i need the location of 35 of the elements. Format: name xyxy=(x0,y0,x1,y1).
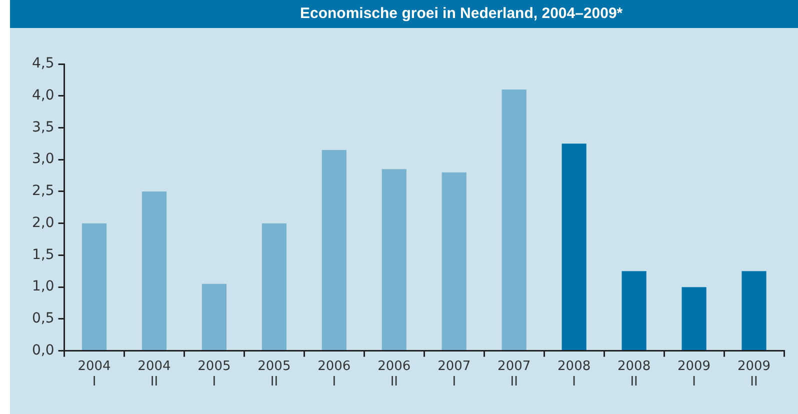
y-tick-label: 0,0 xyxy=(32,342,54,358)
y-tick-label: 3,0 xyxy=(32,151,54,168)
bar xyxy=(262,223,286,350)
x-tick-label: 2004 I xyxy=(78,358,111,390)
y-tick-label: 2,5 xyxy=(32,183,54,200)
bar xyxy=(142,191,167,350)
x-tick-label: 2004 II xyxy=(138,358,171,390)
y-tick-label: 1,5 xyxy=(32,246,54,263)
bar xyxy=(742,271,766,350)
bar xyxy=(562,144,586,350)
x-tick-label: 2005 II xyxy=(258,358,291,390)
y-tick-label: 4,5 xyxy=(32,56,54,72)
x-tick-label: 2008 I xyxy=(558,358,591,390)
x-tick-label: 2007 II xyxy=(498,358,531,390)
x-tick-label: 2007 I xyxy=(438,358,471,390)
x-tick-label: 2009 II xyxy=(737,358,771,390)
x-tick-label: 2006 I xyxy=(318,358,351,390)
y-tick-label: 3,5 xyxy=(32,119,54,136)
y-tick-label: 2,0 xyxy=(32,214,54,231)
x-tick-label: 2005 I xyxy=(198,358,231,390)
bar xyxy=(82,223,107,350)
bar xyxy=(442,172,466,350)
x-tick-label: 2006 II xyxy=(378,358,411,390)
bar xyxy=(322,150,346,350)
x-tick-label: 2008 II xyxy=(618,358,651,390)
bar xyxy=(622,271,646,350)
bar xyxy=(502,89,526,350)
bar xyxy=(382,169,406,350)
y-tick-label: 4,0 xyxy=(32,88,54,104)
bar xyxy=(682,287,706,350)
y-tick-label: 0,5 xyxy=(32,310,54,327)
y-tick-label: 1,0 xyxy=(32,278,54,295)
bar xyxy=(202,284,227,350)
x-tick-label: 2009 I xyxy=(677,358,711,390)
chart-title: Economische groei in Nederland, 2004–2009* xyxy=(10,0,798,28)
